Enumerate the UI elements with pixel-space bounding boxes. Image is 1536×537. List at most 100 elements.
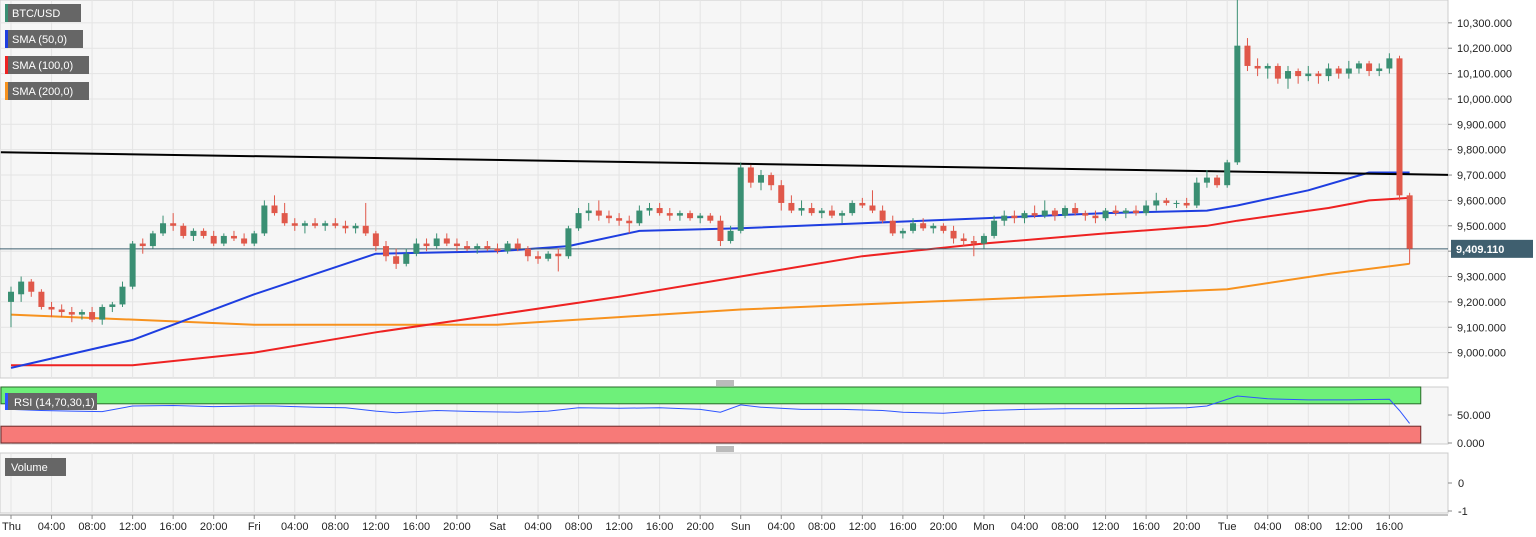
candle	[342, 220, 349, 234]
candle	[575, 208, 582, 231]
candle	[1335, 65, 1342, 79]
candle-body	[920, 223, 927, 229]
candle-body	[1031, 213, 1038, 216]
candle	[190, 228, 197, 242]
candle	[68, 306, 75, 323]
candle	[28, 279, 35, 297]
candle	[362, 202, 369, 236]
candle	[991, 215, 998, 239]
symbol-label-box[interactable]: BTC/USD	[5, 4, 81, 22]
time-tick-label: 08:00	[1051, 521, 1079, 533]
candle	[646, 202, 653, 216]
time-tick-label: 04:00	[38, 521, 66, 533]
candle-body	[757, 175, 764, 183]
candle	[727, 225, 734, 244]
candle-body	[352, 225, 359, 229]
candle	[484, 241, 491, 252]
time-tick-label: 20:00	[1173, 521, 1201, 533]
candle-body	[393, 256, 400, 264]
candle	[48, 301, 55, 318]
candle	[1041, 200, 1048, 219]
candle	[514, 238, 521, 252]
candle-body	[1163, 200, 1170, 203]
candle-body	[68, 312, 75, 315]
candle-body	[18, 281, 25, 295]
candle-body	[8, 291, 14, 302]
candle-body	[899, 230, 906, 234]
price-tick-label: 9,100.000	[1457, 322, 1506, 334]
candle	[605, 210, 612, 224]
candle	[180, 223, 187, 239]
candle	[930, 223, 937, 234]
sma-100-label-bg	[5, 56, 89, 74]
volume-label-box[interactable]: Volume	[5, 458, 66, 476]
price-tick-label: 9,800.000	[1457, 145, 1506, 157]
candle-body	[798, 208, 805, 211]
candle-body	[778, 185, 785, 203]
candle-body	[869, 205, 876, 211]
candle-body	[1315, 73, 1322, 77]
sma-200-label: SMA (200,0)	[12, 86, 73, 98]
candle	[747, 164, 754, 188]
candle-body	[1132, 210, 1139, 214]
sma-100-line	[11, 196, 1410, 367]
candle-body	[1234, 45, 1241, 163]
candle-body	[484, 246, 491, 249]
candle-body	[950, 230, 957, 239]
candle	[524, 246, 531, 262]
candle	[1102, 208, 1109, 221]
volume-panel	[0, 452, 1449, 514]
rsi-overbought-zone	[0, 386, 1422, 405]
volume-label: Volume	[11, 462, 48, 474]
price-rsi-resize-handle[interactable]	[716, 380, 734, 386]
candle-body	[180, 225, 187, 236]
candle-body	[1345, 68, 1352, 74]
candle-body	[464, 246, 471, 249]
candle-body	[859, 202, 866, 206]
candle-body	[251, 233, 258, 244]
time-tick-label: Sun	[731, 521, 751, 533]
candle-body	[1366, 63, 1373, 72]
candle-body	[788, 202, 795, 211]
sma-50-label-box[interactable]: SMA (50,0)	[5, 30, 83, 48]
candle-body	[1112, 210, 1119, 214]
candle-body	[1244, 45, 1251, 66]
time-tick-label: 12:00	[605, 521, 633, 533]
time-tick-label: 20:00	[443, 521, 471, 533]
candle-body	[1295, 71, 1302, 77]
candle-body	[1335, 68, 1342, 74]
candle-body	[616, 218, 623, 221]
candle	[1254, 58, 1261, 77]
candle-body	[626, 220, 633, 224]
rsi-volume-resize-handle[interactable]	[716, 446, 734, 452]
candle-body	[1305, 73, 1312, 77]
candle-body	[271, 205, 278, 214]
current-price-tag: 9,409.110	[1451, 239, 1533, 258]
time-tick-label: 08:00	[322, 521, 350, 533]
time-tick-label: Fri	[248, 521, 261, 533]
candle	[1396, 55, 1403, 201]
candle	[393, 248, 400, 269]
time-tick-label: 16:00	[159, 521, 187, 533]
rsi-label-box[interactable]: RSI (14,70,30,1)	[5, 393, 97, 410]
candle	[372, 230, 379, 252]
candle	[920, 218, 927, 231]
candle	[1112, 205, 1119, 216]
candle	[1122, 208, 1129, 219]
candle	[656, 202, 663, 216]
time-tick-label: 16:00	[1376, 521, 1404, 533]
candle-body	[139, 243, 146, 247]
candle	[139, 238, 146, 254]
candle-body	[1214, 177, 1221, 186]
sma-100-label-box[interactable]: SMA (100,0)	[5, 56, 89, 74]
candle-body	[747, 167, 754, 183]
time-tick-label: Thu	[2, 521, 21, 533]
time-tick-label: 12:00	[1092, 521, 1120, 533]
candle-body	[1396, 58, 1403, 196]
candle	[352, 223, 359, 234]
candle	[58, 304, 65, 318]
candle	[8, 286, 14, 328]
candle-body	[38, 291, 45, 307]
sma-200-label-box[interactable]: SMA (200,0)	[5, 82, 89, 100]
